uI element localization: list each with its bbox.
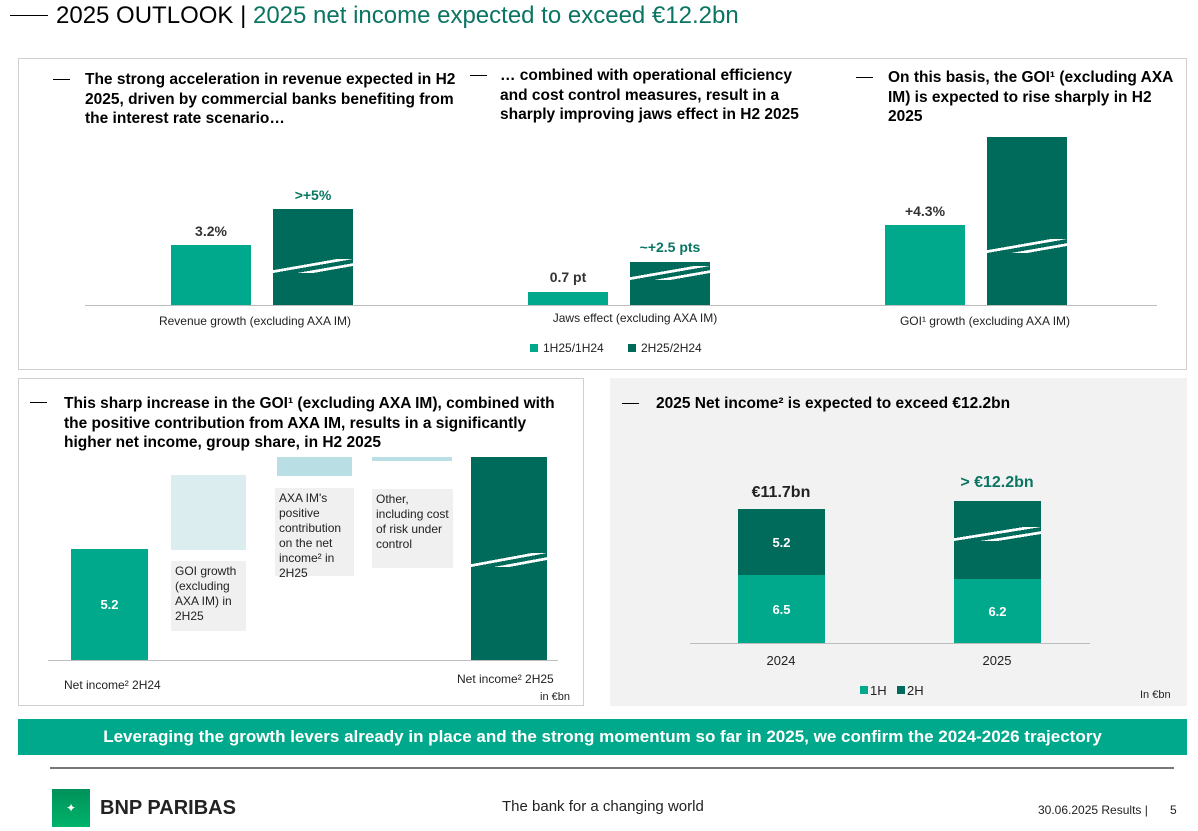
x-axis <box>85 305 1157 306</box>
note-other: Other, including cost of risk under cont… <box>372 489 453 568</box>
bridge-heading: This sharp increase in the GOI¹ (excludi… <box>64 395 555 451</box>
legend-swatch-2h <box>628 344 636 352</box>
bar-net-income-2h25 <box>471 457 547 660</box>
bar-jaws-2h <box>630 262 710 305</box>
bullet-dash <box>470 75 487 76</box>
top-panel <box>18 58 1187 370</box>
net-income-panel <box>610 378 1187 706</box>
legend-1h-right: 1H <box>870 683 887 698</box>
unit-right: In €bn <box>1140 689 1171 701</box>
cat-jaws: Jaws effect (excluding AXA IM) <box>552 311 718 325</box>
total-2025: > €12.2bn <box>960 474 1034 491</box>
label-jaws-2h: ~+2.5 pts <box>639 239 701 255</box>
net-income-heading: 2025 Net income² is expected to exceed €… <box>656 395 1011 412</box>
total-2024: €11.7bn <box>751 484 811 501</box>
cat-revenue: Revenue growth (excluding AXA IM) <box>158 314 352 328</box>
bullet-dash <box>622 403 639 404</box>
unit-left: in €bn <box>540 691 570 703</box>
label-revenue-1h: 3.2% <box>195 223 227 239</box>
bar-2025-1h: 6.2 <box>954 579 1041 643</box>
label-net-income-2h24: Net income² 2H24 <box>64 678 161 692</box>
brand-name: BNP PARIBAS <box>100 797 236 819</box>
jaws-heading: … combined with operational efficiency a… <box>500 67 799 123</box>
bar-revenue-2h <box>273 209 353 305</box>
legend-2h-right: 2H <box>907 683 924 698</box>
revenue-heading: The strong acceleration in revenue expec… <box>85 71 456 127</box>
bar-goi-2h <box>987 137 1067 305</box>
label-goi-1h: +4.3% <box>904 203 946 219</box>
page-title: 2025 OUTLOOK | 2025 net income expected … <box>56 2 739 29</box>
legend-swatch-1h-right <box>860 686 868 694</box>
bar-2024-1h: 6.5 <box>738 575 825 643</box>
page-number: 5 <box>1170 803 1177 817</box>
cat-goi: GOI¹ growth (excluding AXA IM) <box>899 314 1071 328</box>
note-axa-im: AXA IM's positive contribution on the ne… <box>275 488 354 580</box>
footer-date: 30.06.2025 Results | <box>1038 803 1148 817</box>
footer-divider <box>50 767 1174 769</box>
bullet-dash <box>53 79 70 80</box>
legend-2h: 2H25/2H24 <box>641 341 702 355</box>
bullet-dash <box>30 402 47 403</box>
bar-goi-growth <box>171 475 246 550</box>
label-jaws-1h: 0.7 pt <box>549 269 587 285</box>
bar-axa-im <box>277 457 352 476</box>
legend-swatch-2h-right <box>897 686 905 694</box>
bar-2024-2h: 5.2 <box>738 509 825 575</box>
note-goi-growth: GOI growth (excluding AXA IM) in 2H25 <box>171 561 246 631</box>
conclusion-banner: Leveraging the growth levers already in … <box>18 719 1187 755</box>
bridge-axis <box>48 660 558 661</box>
year-2025: 2025 <box>982 653 1012 668</box>
label-revenue-2h: >+5% <box>294 187 332 203</box>
year-2024: 2024 <box>766 653 796 668</box>
net-income-bridge-panel <box>18 378 584 706</box>
title-dash <box>10 15 48 16</box>
legend-swatch-1h <box>530 344 538 352</box>
bar-revenue-1h <box>171 245 251 305</box>
bar-goi-1h <box>885 225 965 305</box>
bnp-logo-icon: ✦ <box>52 789 90 827</box>
tagline: The bank for a changing world <box>502 798 704 815</box>
bar-jaws-1h <box>528 292 608 305</box>
bar-other <box>372 457 452 461</box>
bullet-dash <box>856 77 873 78</box>
legend-1h: 1H25/1H24 <box>543 341 604 355</box>
bar-net-income-2h24: 5.2 <box>71 549 148 660</box>
label-net-income-2h25: Net income² 2H25 <box>457 672 554 686</box>
goi-heading: On this basis, the GOI¹ (excluding AXA I… <box>888 69 1173 125</box>
net-income-axis <box>690 643 1090 644</box>
bar-2025-2h <box>954 501 1041 579</box>
